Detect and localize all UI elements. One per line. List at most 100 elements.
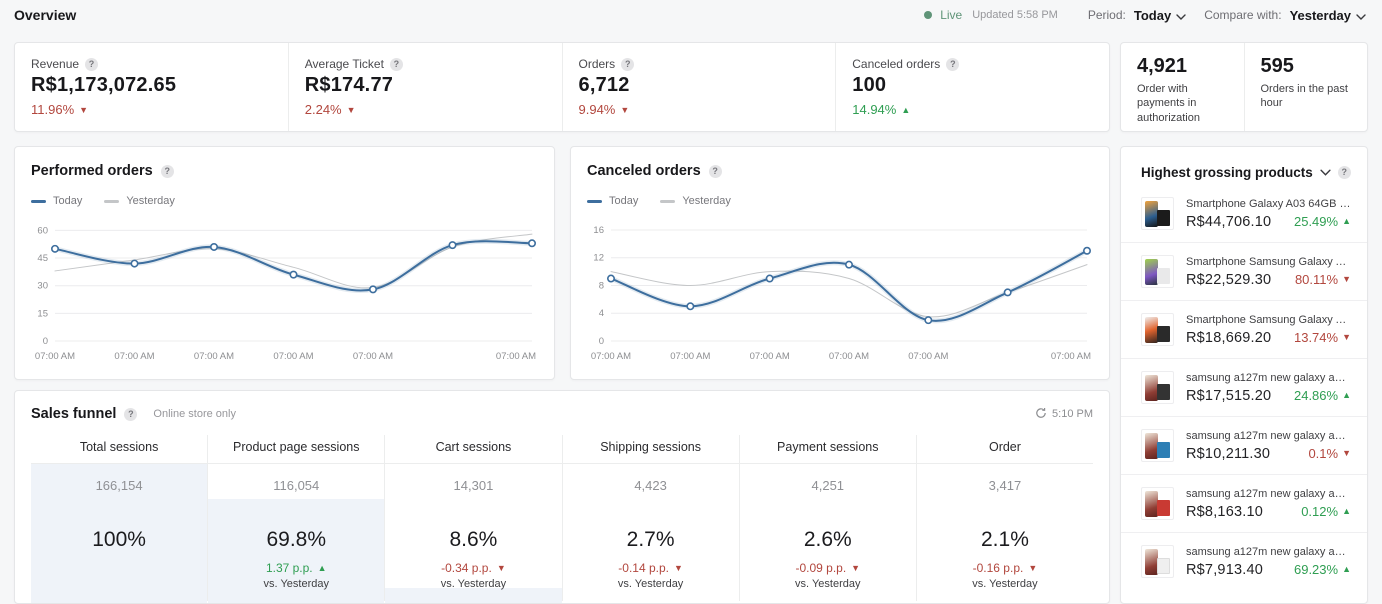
kpi-value: R$1,173,072.65 <box>31 74 177 96</box>
kpi-canceled-orders: Canceled orders ? 100 14.94% ▲ <box>836 43 1109 131</box>
funnel-step-fill <box>385 588 562 603</box>
trend-arrow-icon: ▲ <box>1342 564 1351 574</box>
help-icon[interactable]: ? <box>1337 165 1351 179</box>
product-delta: 69.23% ▲ <box>1293 561 1351 577</box>
refresh-icon <box>1035 407 1047 422</box>
kpi-label: Canceled orders <box>852 57 941 71</box>
funnel-sessions-value: 166,154 <box>95 478 143 493</box>
legend-label: Today <box>609 195 639 207</box>
funnel-col-cart-sessions: Cart sessions 14,301 8.6% -0.34 p.p. ▼ v… <box>384 435 562 603</box>
svg-text:30: 30 <box>37 281 48 292</box>
funnel-refresh-button[interactable]: 5:10 PM <box>1035 407 1093 422</box>
kpi-average-ticket: Average Ticket ? R$174.77 2.24% ▼ <box>289 43 563 131</box>
help-icon[interactable]: ? <box>621 57 635 71</box>
product-row[interactable]: Smartphone Samsung Galaxy A32 128GB R$18… <box>1121 300 1367 358</box>
svg-text:0: 0 <box>43 336 48 347</box>
kpi-delta: 11.96% ▼ <box>31 102 272 117</box>
product-delta: 13.74% ▼ <box>1293 329 1351 345</box>
svg-text:60: 60 <box>37 225 48 236</box>
kpi-label: Orders <box>578 57 616 71</box>
trend-arrow-icon: ▼ <box>851 563 861 573</box>
svg-text:15: 15 <box>37 308 48 319</box>
help-icon[interactable]: ? <box>160 164 174 178</box>
funnel-col-header: Order <box>916 435 1094 464</box>
legend-swatch-yesterday <box>104 199 120 203</box>
funnel-vs-label: vs. Yesterday <box>617 578 684 590</box>
funnel-delta: -0.09 p.p. ▼ <box>795 561 861 575</box>
updated-timestamp: Updated 5:58 PM <box>972 9 1058 21</box>
help-icon[interactable]: ? <box>708 164 722 178</box>
trend-arrow-icon: ▲ <box>1342 216 1351 226</box>
product-name: samsung a127m new galaxy a12 64gb pr <box>1186 487 1351 500</box>
funnel-rate: 2.1% <box>981 528 1029 551</box>
help-icon[interactable]: ? <box>389 57 403 71</box>
funnel-vs-label: vs. Yesterday <box>440 578 507 590</box>
funnel-vs-label: vs. Yesterday <box>795 578 861 590</box>
svg-text:4: 4 <box>599 308 604 319</box>
funnel-col-shipping-sessions: Shipping sessions 4,423 2.7% -0.14 p.p. … <box>561 435 739 601</box>
legend-swatch-yesterday <box>660 199 676 203</box>
funnel-delta: -0.14 p.p. ▼ <box>618 561 683 575</box>
funnel-vs-label: vs. Yesterday <box>972 578 1038 590</box>
kpi-value: R$174.77 <box>304 74 394 96</box>
chevron-down-icon <box>1176 8 1186 23</box>
period-select[interactable]: Today <box>1134 8 1186 23</box>
product-row[interactable]: Smartphone Samsung Galaxy A22 128GB R$22… <box>1121 242 1367 300</box>
svg-text:07:00 AM: 07:00 AM <box>496 351 536 362</box>
product-delta: 0.12% ▲ <box>1301 503 1351 519</box>
product-image <box>1141 197 1174 230</box>
products-header[interactable]: Highest grossing products ? <box>1121 147 1367 185</box>
kpi-orders: Orders ? 6,712 9.94% ▼ <box>563 43 837 131</box>
funnel-delta: -0.34 p.p. ▼ <box>441 561 506 575</box>
help-icon[interactable]: ? <box>124 407 138 421</box>
svg-text:07:00 AM: 07:00 AM <box>829 351 869 362</box>
funnel-sessions-value: 3,417 <box>988 478 1022 493</box>
compare-with-value: Yesterday <box>1289 7 1351 23</box>
funnel-rate: 100% <box>92 528 146 551</box>
performed-orders-line-chart: 0 15 30 45 60 07:00 AM 07:00 AM 07:00 AM 07:00 A… <box>35 225 536 362</box>
legend-item-yesterday: Yesterday <box>660 195 731 207</box>
compare-with-select[interactable]: Yesterday <box>1290 8 1366 23</box>
funnel-rate: 2.6% <box>803 528 852 551</box>
product-row[interactable]: samsung a127m new galaxy a12 64gb pr R$1… <box>1121 416 1367 474</box>
canceled-orders-line-chart: 0 4 8 12 16 07:00 AM 07:00 AM 07:00 AM 07:00 AM 0… <box>591 225 1091 362</box>
funnel-col-header: Cart sessions <box>385 435 562 464</box>
svg-text:12: 12 <box>593 253 604 264</box>
product-name: Smartphone Galaxy A03 64GB 4G Wi-Fi <box>1186 197 1351 210</box>
kpi-delta: 14.94% ▲ <box>852 102 1093 117</box>
trend-arrow-icon: ▼ <box>1342 448 1351 458</box>
stat-value: 595 <box>1260 55 1294 77</box>
product-row[interactable]: Smartphone Galaxy A03 64GB 4G Wi-Fi R$44… <box>1121 185 1367 242</box>
product-name: samsung a127m new galaxy a12 64gb pr <box>1186 429 1351 442</box>
top-bar-controls: Live Updated 5:58 PM Period: Today Compa… <box>924 8 1366 23</box>
funnel-sessions-value: 116,054 <box>273 478 320 493</box>
svg-text:07:00 AM: 07:00 AM <box>353 351 393 362</box>
product-row[interactable]: samsung a127m new galaxy a12 64gb pr R$8… <box>1121 474 1367 532</box>
legend-label: Today <box>53 195 83 207</box>
product-name: samsung a127m new galaxy a12 64gb pr <box>1186 545 1351 558</box>
help-icon[interactable]: ? <box>85 57 99 71</box>
product-image <box>1141 487 1174 520</box>
funnel-delta: -0.16 p.p. ▼ <box>972 561 1038 575</box>
trend-arrow-icon: ▼ <box>79 104 89 115</box>
chart-title: Canceled orders <box>587 163 701 179</box>
trend-arrow-icon: ▲ <box>1342 506 1351 516</box>
period-label: Period: <box>1087 8 1126 22</box>
stat-payments-authorization: 4,921 Order with payments in authorizati… <box>1121 43 1245 131</box>
product-row[interactable]: samsung a127m new galaxy a12 64gb pr R$1… <box>1121 358 1367 416</box>
trend-arrow-icon: ▼ <box>346 104 356 115</box>
svg-text:07:00 AM: 07:00 AM <box>273 351 313 362</box>
svg-text:16: 16 <box>593 225 604 236</box>
funnel-col-total-sessions: Total sessions 166,154 100% <box>31 435 208 603</box>
funnel-col-header: Total sessions <box>31 435 208 464</box>
svg-text:07:00 AM: 07:00 AM <box>591 351 631 362</box>
legend-item-today: Today <box>587 195 638 207</box>
funnel-step-fill <box>208 499 385 603</box>
svg-text:07:00 AM: 07:00 AM <box>194 351 234 362</box>
kpi-delta-value: 14.94% <box>852 102 897 117</box>
funnel-rate: 8.6% <box>449 528 498 551</box>
help-icon[interactable]: ? <box>946 57 960 71</box>
chevron-down-icon <box>1356 8 1366 23</box>
product-row[interactable]: samsung a127m new galaxy a12 64gb pr R$7… <box>1121 532 1367 590</box>
svg-text:07:00 AM: 07:00 AM <box>750 351 790 362</box>
